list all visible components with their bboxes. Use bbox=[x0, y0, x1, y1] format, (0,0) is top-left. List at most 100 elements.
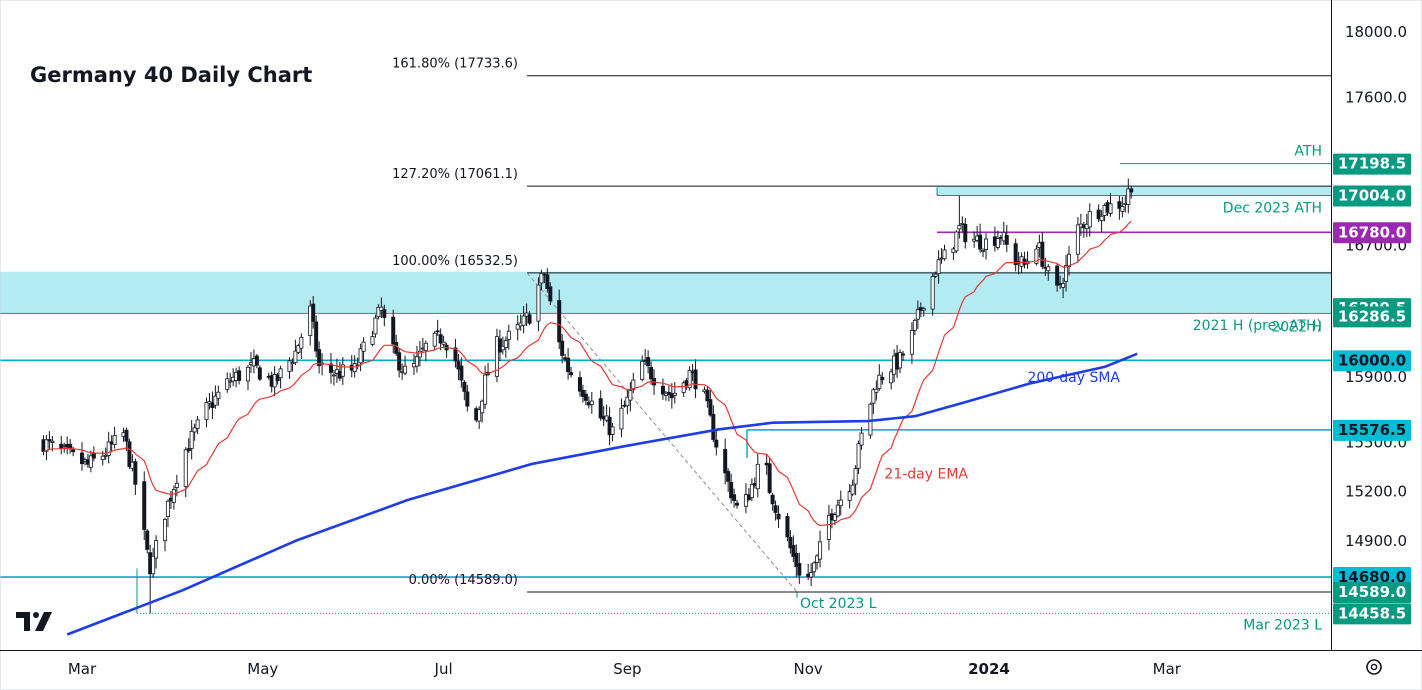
candle-body bbox=[557, 300, 562, 343]
candle bbox=[361, 337, 366, 363]
candle bbox=[619, 398, 624, 438]
price-tag-16286.5[interactable]: 16286.5 bbox=[1333, 306, 1411, 328]
candle bbox=[580, 384, 585, 403]
candle-body bbox=[856, 443, 861, 469]
candle bbox=[735, 499, 740, 509]
candle-body bbox=[500, 345, 505, 351]
candle bbox=[723, 438, 728, 485]
candle-body bbox=[216, 391, 221, 399]
candle-body bbox=[47, 439, 52, 442]
candle-body bbox=[376, 306, 381, 318]
candle-body bbox=[560, 340, 565, 356]
candle-body bbox=[835, 504, 840, 517]
candle-body bbox=[847, 491, 852, 501]
candle bbox=[403, 355, 408, 376]
candle bbox=[788, 530, 793, 554]
candle bbox=[610, 422, 615, 442]
candle-body bbox=[299, 336, 304, 349]
candle-body bbox=[785, 516, 790, 538]
candle-body bbox=[403, 365, 408, 374]
candle-body bbox=[1087, 211, 1092, 228]
candle-body bbox=[1004, 235, 1009, 245]
candle bbox=[314, 315, 319, 358]
candle-body bbox=[228, 380, 233, 383]
candle bbox=[942, 244, 947, 261]
price-tag-box bbox=[1333, 153, 1411, 175]
candle bbox=[729, 473, 734, 504]
candle bbox=[853, 465, 858, 496]
candle bbox=[1067, 245, 1072, 276]
ema-21-line bbox=[43, 220, 1132, 527]
candle-body bbox=[441, 341, 446, 345]
candle bbox=[877, 364, 882, 391]
candle-body bbox=[438, 334, 443, 344]
price-tag-text: 14680.0 bbox=[1338, 568, 1406, 586]
annotation-2: 2021 H (prev ATH) bbox=[1193, 318, 1322, 334]
candle-body bbox=[151, 555, 156, 575]
zone-dec-ath bbox=[937, 185, 1331, 196]
candle-body bbox=[942, 249, 947, 260]
settings-gear-icon[interactable] bbox=[1366, 659, 1382, 675]
candle bbox=[1117, 195, 1122, 220]
candle-body bbox=[705, 389, 710, 402]
candle bbox=[1075, 216, 1080, 263]
candle-body bbox=[358, 348, 363, 364]
candle bbox=[598, 390, 603, 421]
candle bbox=[773, 500, 778, 521]
tradingview-logo[interactable] bbox=[16, 612, 52, 631]
candle-body bbox=[432, 332, 437, 347]
candle-body bbox=[290, 362, 295, 365]
candle bbox=[628, 381, 633, 412]
candle bbox=[80, 442, 85, 471]
chart-title: Germany 40 Daily Chart bbox=[30, 63, 312, 87]
candle-body bbox=[133, 461, 138, 485]
candle-body bbox=[1061, 283, 1066, 288]
candle-body bbox=[577, 377, 582, 392]
candle-body bbox=[459, 365, 464, 381]
candle bbox=[915, 300, 920, 330]
candle bbox=[1046, 263, 1051, 281]
candle-body bbox=[423, 342, 428, 351]
price-tag-15576.5[interactable]: 15576.5 bbox=[1333, 419, 1411, 441]
candle bbox=[391, 309, 396, 354]
candle bbox=[797, 552, 802, 584]
candle bbox=[995, 230, 1000, 251]
candle-body bbox=[174, 482, 179, 488]
candle-body bbox=[379, 306, 384, 311]
candle-body bbox=[936, 259, 941, 275]
candle bbox=[376, 304, 381, 320]
candle bbox=[898, 349, 903, 374]
candle-body bbox=[995, 238, 1000, 248]
candle-body bbox=[370, 336, 375, 345]
candle-body bbox=[91, 452, 96, 459]
candle bbox=[687, 366, 692, 391]
price-tag-14458.5[interactable]: 14458.5 bbox=[1333, 603, 1411, 625]
candle-body bbox=[981, 249, 986, 252]
candle-body bbox=[877, 374, 882, 390]
candle bbox=[165, 499, 170, 528]
candle-body bbox=[729, 481, 734, 499]
candle-body bbox=[723, 448, 728, 474]
candle bbox=[453, 339, 458, 368]
price-tag-box bbox=[1333, 582, 1411, 603]
price-tag-17004.0[interactable]: 17004.0 bbox=[1333, 185, 1411, 207]
candle-body bbox=[898, 352, 903, 369]
candle bbox=[1061, 277, 1066, 299]
price-tag-16000.0[interactable]: 16000.0 bbox=[1333, 350, 1411, 372]
candle bbox=[912, 318, 917, 336]
x-tick-label-0: Mar bbox=[68, 660, 97, 678]
candle-body bbox=[50, 440, 55, 443]
candle-body bbox=[417, 350, 422, 358]
price-tag-16780.0[interactable]: 16780.0 bbox=[1333, 222, 1411, 244]
candle-body bbox=[909, 330, 914, 355]
candle-body bbox=[1126, 188, 1131, 205]
price-tag-17198.5[interactable]: 17198.5 bbox=[1333, 153, 1411, 175]
candle bbox=[254, 354, 259, 369]
candle bbox=[871, 387, 876, 415]
zones-layer bbox=[0, 185, 1331, 313]
price-tag-text: 15576.5 bbox=[1338, 421, 1406, 439]
price-tag-14589.0[interactable]: 14589.0 bbox=[1333, 582, 1411, 603]
y-tick-label-6: 14900.0 bbox=[1345, 532, 1407, 550]
candle-body bbox=[192, 427, 197, 433]
